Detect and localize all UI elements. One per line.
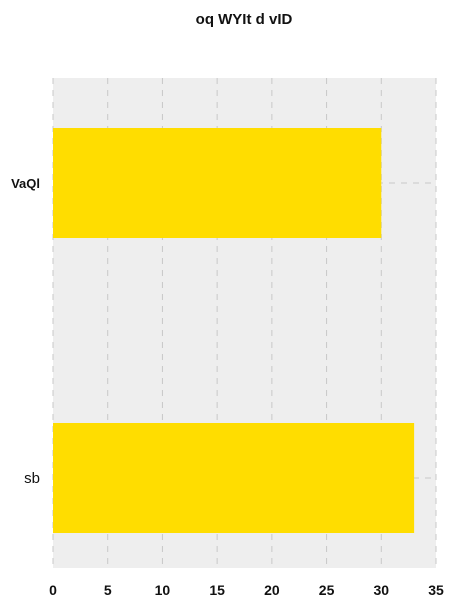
x-tick-label-3: 15 <box>209 582 225 598</box>
x-tick-label-4: 20 <box>264 582 280 598</box>
x-axis-ticks: 0 5 10 15 20 25 30 35 <box>49 582 444 598</box>
chart-title: oq WYIt d vID <box>196 11 293 28</box>
y-axis-categories: VaQl sb <box>11 176 40 487</box>
x-tick-label-2: 10 <box>155 582 171 598</box>
x-tick-label-6: 30 <box>373 582 389 598</box>
x-tick-label-0: 0 <box>49 582 57 598</box>
bar-layer <box>53 128 415 533</box>
category-label-sb: sb <box>24 470 40 487</box>
x-tick-label-5: 25 <box>319 582 335 598</box>
category-label-vaql: VaQl <box>11 176 40 191</box>
x-tick-label-7: 35 <box>428 582 444 598</box>
x-tick-label-1: 5 <box>104 582 112 598</box>
bar-sb <box>53 423 415 533</box>
bar-vaql <box>53 128 382 238</box>
